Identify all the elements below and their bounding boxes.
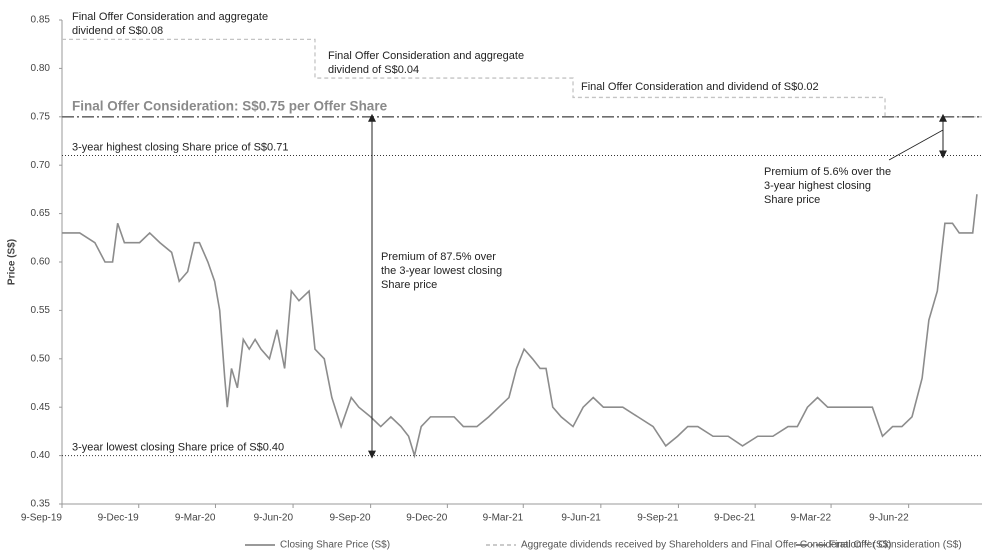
annotation: the 3-year lowest closing — [381, 265, 502, 277]
reference-label: 3-year lowest closing Share price of S$0… — [72, 442, 284, 454]
x-tick-label: 9-Sep-21 — [637, 513, 679, 524]
x-tick-label: 9-Dec-19 — [98, 513, 140, 524]
y-tick-label: 0.60 — [31, 257, 51, 268]
annotation: Final Offer Consideration and aggregate — [72, 11, 268, 23]
x-tick-label: 9-Sep-19 — [21, 513, 63, 524]
x-tick-label: 9-Mar-22 — [790, 513, 831, 524]
annotation: Premium of 87.5% over — [381, 251, 496, 263]
annotation: Premium of 5.6% over the — [764, 166, 891, 178]
dividend-line — [62, 38, 982, 118]
leader-line — [888, 129, 944, 161]
y-tick-label: 0.50 — [31, 353, 51, 364]
annotation: dividend of S$0.08 — [72, 25, 163, 37]
annotation: Share price — [764, 194, 820, 206]
legend-label: Aggregate dividends received by Sharehol… — [521, 540, 892, 551]
y-tick-label: 0.70 — [31, 160, 51, 171]
price-line — [62, 194, 978, 459]
x-tick-label: 9-Jun-20 — [254, 513, 294, 524]
legend-label: Final Offer Consideration (S$) — [829, 540, 962, 551]
annotation: Final Offer Consideration and aggregate — [328, 50, 524, 62]
y-tick-label: 0.45 — [31, 402, 51, 413]
x-tick-label: 9-Sep-20 — [329, 513, 371, 524]
y-tick-label: 0.35 — [31, 499, 51, 510]
annotation: Final Offer Consideration and dividend o… — [581, 81, 819, 93]
x-tick-label: 9-Dec-20 — [406, 513, 448, 524]
x-tick-label: 9-Jun-21 — [561, 513, 601, 524]
x-tick-label: 9-Mar-21 — [483, 513, 524, 524]
y-tick-label: 0.75 — [31, 111, 51, 122]
x-tick-label: 9-Dec-21 — [714, 513, 756, 524]
y-tick-label: 0.80 — [31, 63, 51, 74]
annotation: dividend of S$0.04 — [328, 64, 419, 76]
y-tick-label: 0.40 — [31, 450, 51, 461]
annotation: Share price — [381, 279, 437, 291]
offer-label: Final Offer Consideration: S$0.75 per Of… — [72, 99, 388, 114]
y-tick-label: 0.85 — [31, 15, 51, 26]
x-tick-label: 9-Jun-22 — [869, 513, 909, 524]
reference-label: 3-year highest closing Share price of S$… — [72, 141, 288, 153]
y-tick-label: 0.55 — [31, 305, 51, 316]
legend-label: Closing Share Price (S$) — [280, 540, 390, 551]
y-axis-label: Price (S$) — [7, 239, 18, 285]
annotation: 3-year highest closing — [764, 180, 871, 192]
y-tick-label: 0.65 — [31, 208, 51, 219]
x-tick-label: 9-Mar-20 — [175, 513, 216, 524]
